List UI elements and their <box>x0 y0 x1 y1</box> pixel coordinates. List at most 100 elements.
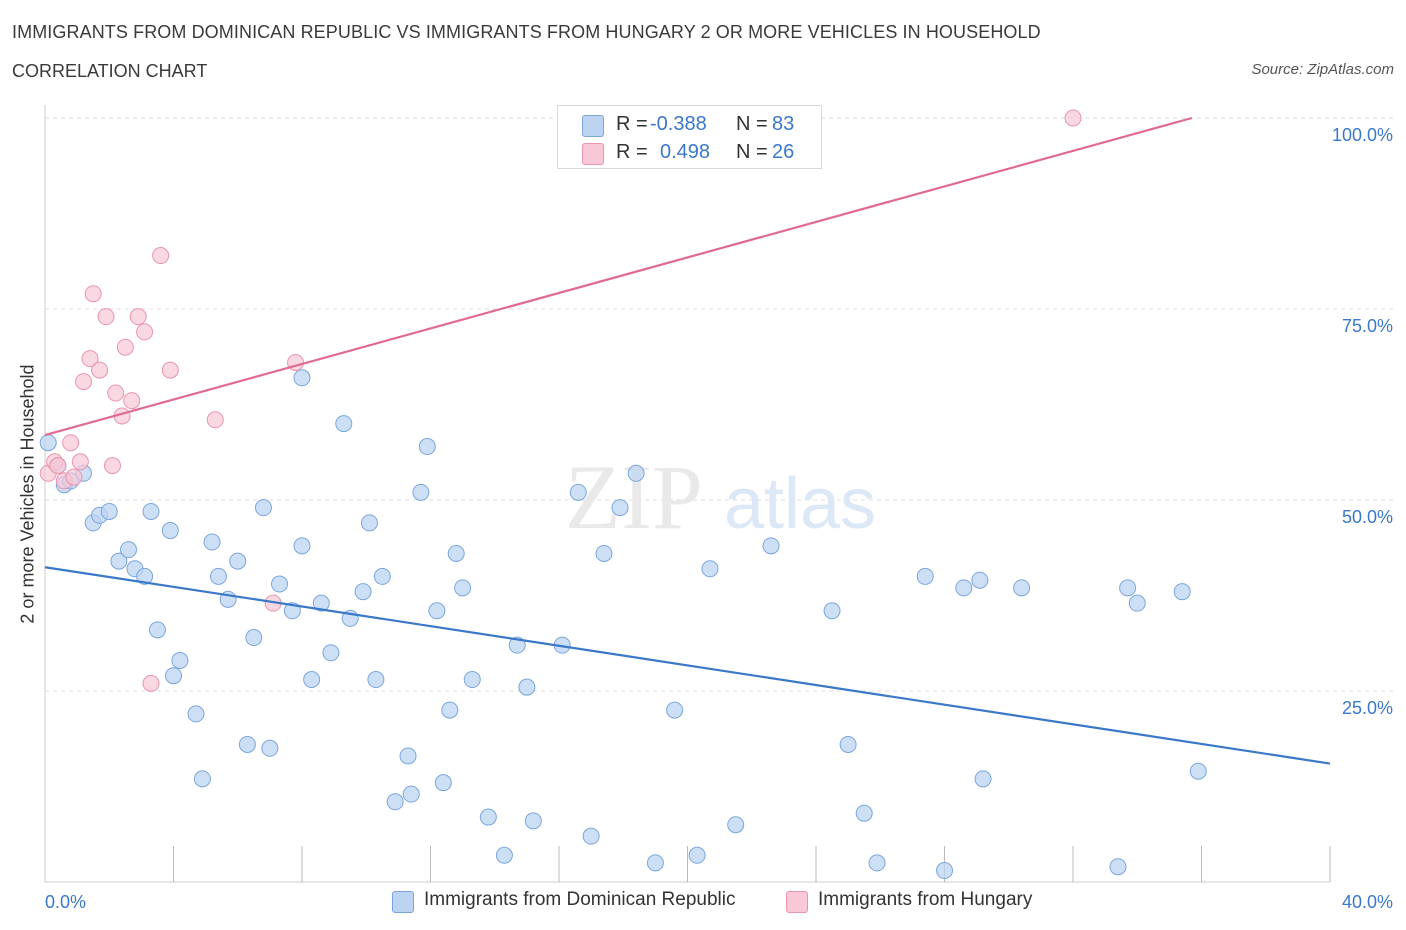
data-point-dominican-republic <box>916 567 934 585</box>
data-point-dominican-republic <box>428 602 446 620</box>
data-point-dominican-republic <box>100 502 118 520</box>
y-tick-label: 100.0% <box>1332 125 1393 145</box>
data-point-dominican-republic <box>142 502 160 520</box>
data-point-dominican-republic <box>1109 858 1127 876</box>
tick-labels: 100.0% 75.0% 50.0% 25.0% 0.0% 40.0% <box>45 125 1393 912</box>
data-point-dominican-republic <box>971 571 989 589</box>
data-point-dominican-republic <box>1119 579 1137 597</box>
data-point-hungary <box>136 323 154 341</box>
data-point-hungary <box>62 434 80 452</box>
data-point-dominican-republic <box>254 499 272 517</box>
data-point-dominican-republic <box>386 793 404 811</box>
data-point-hungary <box>107 384 125 402</box>
data-point-dominican-republic <box>666 701 684 719</box>
x-tick-label: 0.0% <box>45 892 86 912</box>
data-point-dominican-republic <box>148 621 166 639</box>
data-point-dominican-republic <box>1128 594 1146 612</box>
data-point-hungary <box>75 373 93 391</box>
data-point-dominican-republic <box>463 671 481 689</box>
data-point-dominican-republic <box>688 846 706 864</box>
data-point-dominican-republic <box>1173 583 1191 601</box>
data-point-dominican-republic <box>161 522 179 540</box>
data-point-hungary <box>84 285 102 303</box>
legend-r-label: R = <box>616 141 648 163</box>
data-point-dominican-republic <box>701 560 719 578</box>
data-point-dominican-republic <box>495 846 513 864</box>
data-point-dominican-republic <box>839 735 857 753</box>
data-point-dominican-republic <box>335 415 353 433</box>
data-point-dominican-republic <box>245 629 263 647</box>
data-point-dominican-republic <box>312 594 330 612</box>
data-point-dominican-republic <box>418 438 436 456</box>
data-point-dominican-republic <box>508 636 526 654</box>
data-point-dominican-republic <box>271 575 289 593</box>
data-point-dominican-republic <box>646 854 664 872</box>
data-point-dominican-republic <box>283 602 301 620</box>
y-tick-label: 50.0% <box>1342 507 1393 527</box>
data-point-dominican-republic <box>303 671 321 689</box>
legend-label: Immigrants from Dominican Republic <box>424 889 736 910</box>
legend-swatch-blue <box>582 115 604 137</box>
data-point-dominican-republic <box>611 499 629 517</box>
data-point-dominican-republic <box>955 579 973 597</box>
data-point-hungary <box>49 457 67 475</box>
data-point-dominican-republic <box>187 705 205 723</box>
data-point-dominican-republic <box>261 739 279 757</box>
data-point-dominican-republic <box>627 464 645 482</box>
legend-swatch-blue <box>392 891 414 913</box>
data-point-dominican-republic <box>322 644 340 662</box>
data-point-hungary <box>97 308 115 326</box>
correlation-legend: R = -0.388 N = 83 R = 0.498 N = 26 <box>557 105 822 169</box>
data-point-dominican-republic <box>1189 762 1207 780</box>
data-point-dominican-republic <box>293 369 311 387</box>
data-point-dominican-republic <box>727 816 745 834</box>
legend-n-value: 83 <box>772 113 795 135</box>
data-point-dominican-republic <box>823 602 841 620</box>
data-point-dominican-republic <box>569 483 587 501</box>
data-point-dominican-republic <box>412 483 430 501</box>
data-point-hungary <box>1064 109 1082 127</box>
data-point-dominican-republic <box>165 667 182 685</box>
data-point-dominican-republic <box>209 567 227 585</box>
watermark: ZIP atlas <box>565 446 876 548</box>
data-point-dominican-republic <box>203 533 221 551</box>
x-tick-label: 40.0% <box>1342 892 1393 912</box>
trend-line-dominican-republic <box>44 566 1331 765</box>
data-point-dominican-republic <box>974 770 992 788</box>
data-point-dominican-republic <box>582 827 600 845</box>
data-point-dominican-republic <box>479 808 497 826</box>
legend-label: Immigrants from Hungary <box>818 889 1033 910</box>
data-point-dominican-republic <box>855 804 873 822</box>
legend-r-label: R = <box>616 113 648 135</box>
data-point-dominican-republic <box>110 552 128 570</box>
data-point-dominican-republic <box>39 434 57 452</box>
data-point-dominican-republic <box>373 567 391 585</box>
data-point-dominican-republic <box>595 544 613 562</box>
trend-line-hungary <box>44 116 1193 437</box>
legend-r-value: -0.388 <box>650 113 707 135</box>
legend-swatch-pink <box>582 143 604 165</box>
y-tick-label: 75.0% <box>1342 316 1393 336</box>
y-axis-title: 2 or more Vehicles in Household <box>17 364 38 624</box>
legend-n-label: N = <box>736 113 768 135</box>
y-tick-label: 25.0% <box>1342 698 1393 718</box>
data-point-dominican-republic <box>454 579 472 597</box>
legend-n-label: N = <box>736 141 768 163</box>
data-point-dominican-republic <box>441 701 459 719</box>
data-point-hungary <box>142 674 160 692</box>
watermark-atlas: atlas <box>724 464 876 544</box>
data-point-dominican-republic <box>367 671 385 689</box>
source-credit: Source: ZipAtlas.com <box>1251 61 1394 78</box>
legend-r-value: 0.498 <box>660 141 711 163</box>
data-point-hungary <box>123 392 141 410</box>
data-point-hungary <box>129 308 147 326</box>
data-point-dominican-republic <box>238 735 256 753</box>
data-point-dominican-republic <box>524 812 542 830</box>
watermark-zip: ZIP <box>565 446 703 548</box>
legend-n-value: 26 <box>772 141 795 163</box>
series-hungary-points <box>39 109 1082 692</box>
data-point-hungary <box>103 457 121 475</box>
data-point-dominican-republic <box>762 537 780 555</box>
data-point-dominican-republic <box>360 514 378 532</box>
